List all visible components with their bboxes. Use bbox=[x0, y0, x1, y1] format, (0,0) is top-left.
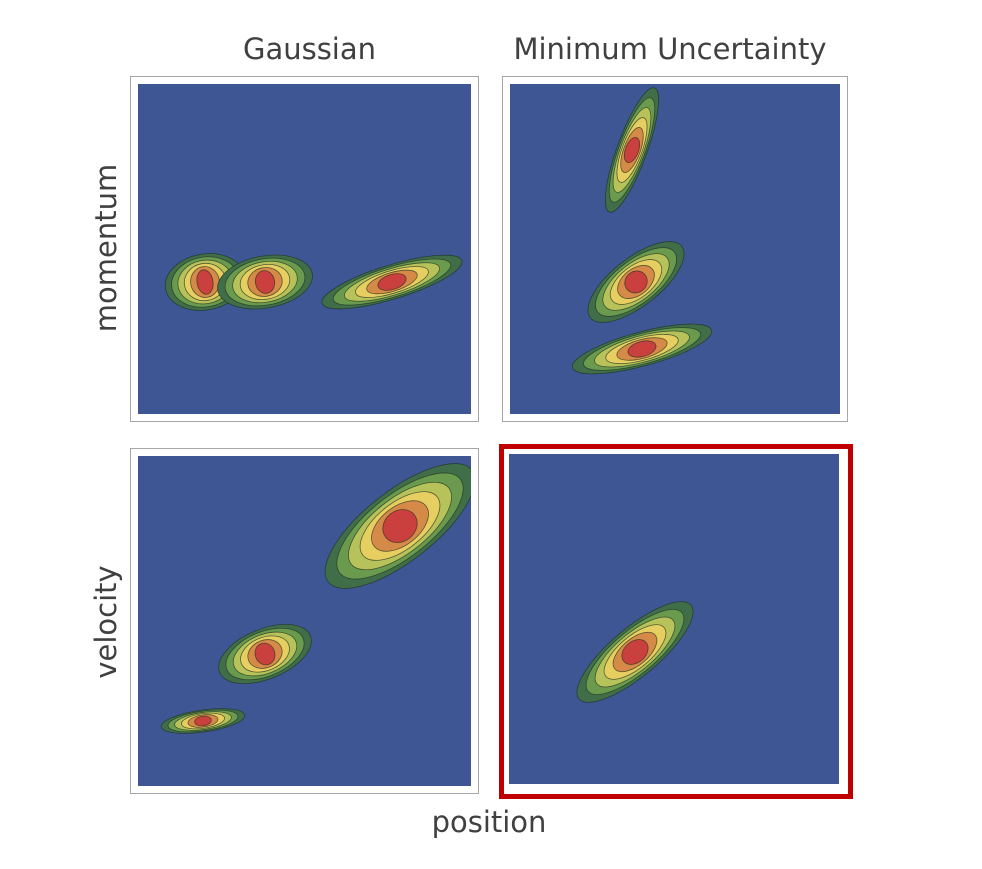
row-label-velocity: velocity bbox=[89, 565, 123, 679]
panel-gaussian-momentum bbox=[130, 76, 479, 422]
row-label-momentum: momentum bbox=[89, 163, 123, 333]
distribution-blob-1 bbox=[604, 87, 660, 213]
contour-level-6 bbox=[254, 642, 276, 666]
contour-plot-uncertainty-momentum bbox=[510, 84, 840, 414]
contour-level-6 bbox=[623, 136, 641, 164]
contour-level-6 bbox=[254, 270, 276, 294]
contour-level-6 bbox=[624, 270, 648, 294]
x-axis-label: position bbox=[431, 805, 547, 839]
contour-plot-gaussian-momentum bbox=[138, 84, 471, 414]
contour-plot-gaussian-velocity bbox=[138, 456, 471, 786]
column-title-gaussian: Gaussian bbox=[242, 32, 377, 66]
distribution-blob-3 bbox=[321, 254, 463, 310]
distribution-blob-2 bbox=[587, 241, 685, 323]
contour-plot-uncertainty-velocity bbox=[509, 454, 839, 784]
contour-level-6 bbox=[196, 269, 214, 295]
distribution-blob-3 bbox=[571, 323, 713, 375]
contour-level-6 bbox=[377, 273, 407, 291]
contour-level-6 bbox=[382, 509, 418, 543]
distribution-blob-1 bbox=[576, 601, 694, 703]
panel-uncertainty-momentum bbox=[502, 76, 848, 422]
column-title-minimum-uncertainty: Minimum Uncertainty bbox=[513, 32, 827, 66]
contour-level-6 bbox=[621, 639, 649, 665]
contour-level-6 bbox=[627, 340, 657, 358]
contour-level-6 bbox=[194, 715, 212, 727]
distribution-blob-3 bbox=[160, 708, 246, 734]
distribution-blob-2 bbox=[218, 624, 312, 684]
distribution-blob-1 bbox=[324, 463, 471, 589]
plot-background bbox=[138, 84, 471, 414]
panel-gaussian-velocity bbox=[130, 448, 479, 794]
panel-uncertainty-velocity-highlighted bbox=[499, 444, 853, 799]
distribution-blob-2 bbox=[217, 254, 313, 310]
